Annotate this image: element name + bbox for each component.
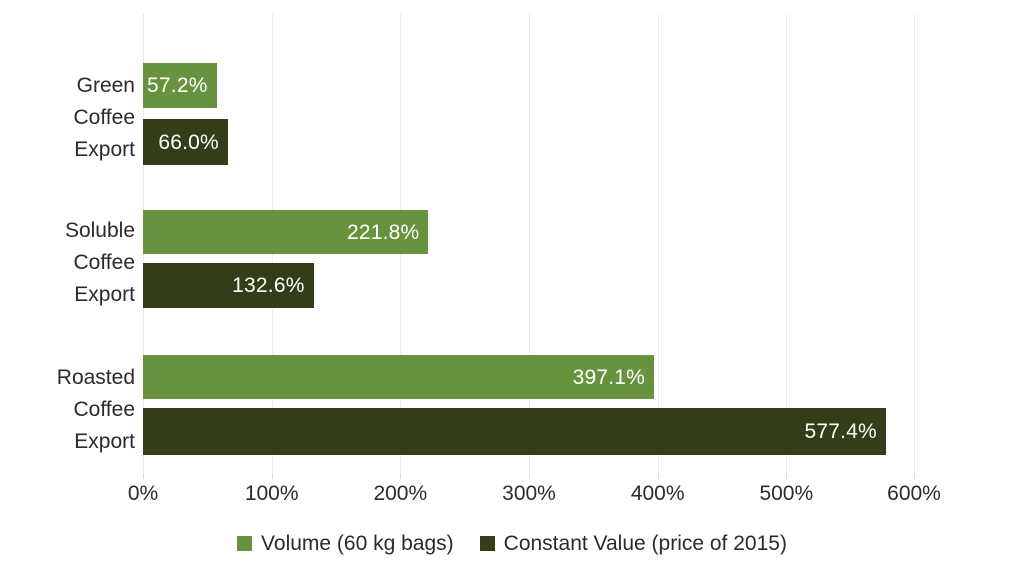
tick-mark-200 — [400, 474, 402, 479]
bar-soluble-coffee-volume[interactable]: 221.8% — [143, 210, 429, 254]
bar-value-label: 66.0% — [158, 130, 219, 154]
x-tick-label-300: 300% — [502, 482, 556, 505]
gridline-600 — [914, 14, 915, 474]
x-tick-label-100: 100% — [244, 482, 299, 505]
legend-label-constant-value: Constant Value (price of 2015) — [503, 531, 787, 555]
x-axis: 0% 100% 200% 300% 400% 500% 600% — [128, 474, 941, 510]
category-label-soluble-coffee-line2: Coffee — [73, 251, 136, 274]
bar-value-label: 577.4% — [804, 420, 877, 443]
legend-swatch-icon — [479, 535, 495, 551]
tick-mark-400 — [657, 474, 659, 479]
tick-mark-600 — [914, 474, 915, 479]
bar-value-label: 221.8% — [346, 220, 420, 244]
legend-item-constant-value[interactable]: Constant Value (price of 2015) — [479, 531, 787, 555]
category-label-soluble-coffee-line3: Export — [74, 283, 135, 306]
tick-mark-500 — [786, 474, 788, 479]
tick-mark-300 — [529, 474, 530, 479]
x-tick-label-500: 500% — [759, 482, 814, 505]
x-tick-label-400: 400% — [630, 482, 685, 505]
bar-value-label: 397.1% — [572, 365, 645, 389]
legend-swatch-icon — [237, 535, 253, 551]
bar-green-coffee-volume[interactable]: 57.2% — [143, 63, 217, 108]
category-label-roasted-coffee-line1: Roasted — [56, 366, 135, 389]
category-label-roasted-coffee-line2: Coffee — [73, 398, 136, 421]
bar-roasted-coffee-constant-value[interactable]: 577.4% — [143, 408, 886, 455]
category-axis-labels: Green Coffee Export Soluble Coffee Expor… — [0, 14, 135, 474]
gridline-300 — [529, 14, 530, 474]
x-tick-label-0: 0% — [127, 482, 159, 505]
category-label-green-coffee-line1: Green — [76, 74, 135, 97]
category-label-green-coffee-line3: Export — [74, 138, 135, 161]
bar-green-coffee-constant-value[interactable]: 66.0% — [143, 119, 228, 165]
bar-soluble-coffee-constant-value[interactable]: 132.6% — [143, 263, 314, 308]
bar-value-label: 132.6% — [232, 274, 305, 297]
bar-roasted-coffee-volume[interactable]: 397.1% — [143, 355, 654, 399]
tick-mark-100 — [271, 474, 273, 479]
category-label-soluble-coffee-line1: Soluble — [64, 219, 135, 242]
bar-value-label: 57.2% — [147, 74, 208, 97]
plot-area: 57.2% 66.0% 221.8% 132.6% 397.1% 577.4% — [143, 14, 915, 474]
gridline-400 — [657, 14, 659, 474]
category-label-green-coffee-line2: Coffee — [73, 106, 136, 129]
x-tick-label-200: 200% — [373, 482, 428, 505]
chart-legend: Volume (60 kg bags) Constant Value (pric… — [0, 526, 1024, 560]
gridline-500 — [786, 14, 788, 474]
legend-item-volume[interactable]: Volume (60 kg bags) — [237, 533, 454, 554]
category-label-roasted-coffee-line3: Export — [74, 430, 135, 453]
legend-label-volume: Volume (60 kg bags) — [261, 531, 454, 555]
tick-mark-0 — [143, 474, 144, 479]
x-tick-label-600: 600% — [887, 482, 941, 505]
